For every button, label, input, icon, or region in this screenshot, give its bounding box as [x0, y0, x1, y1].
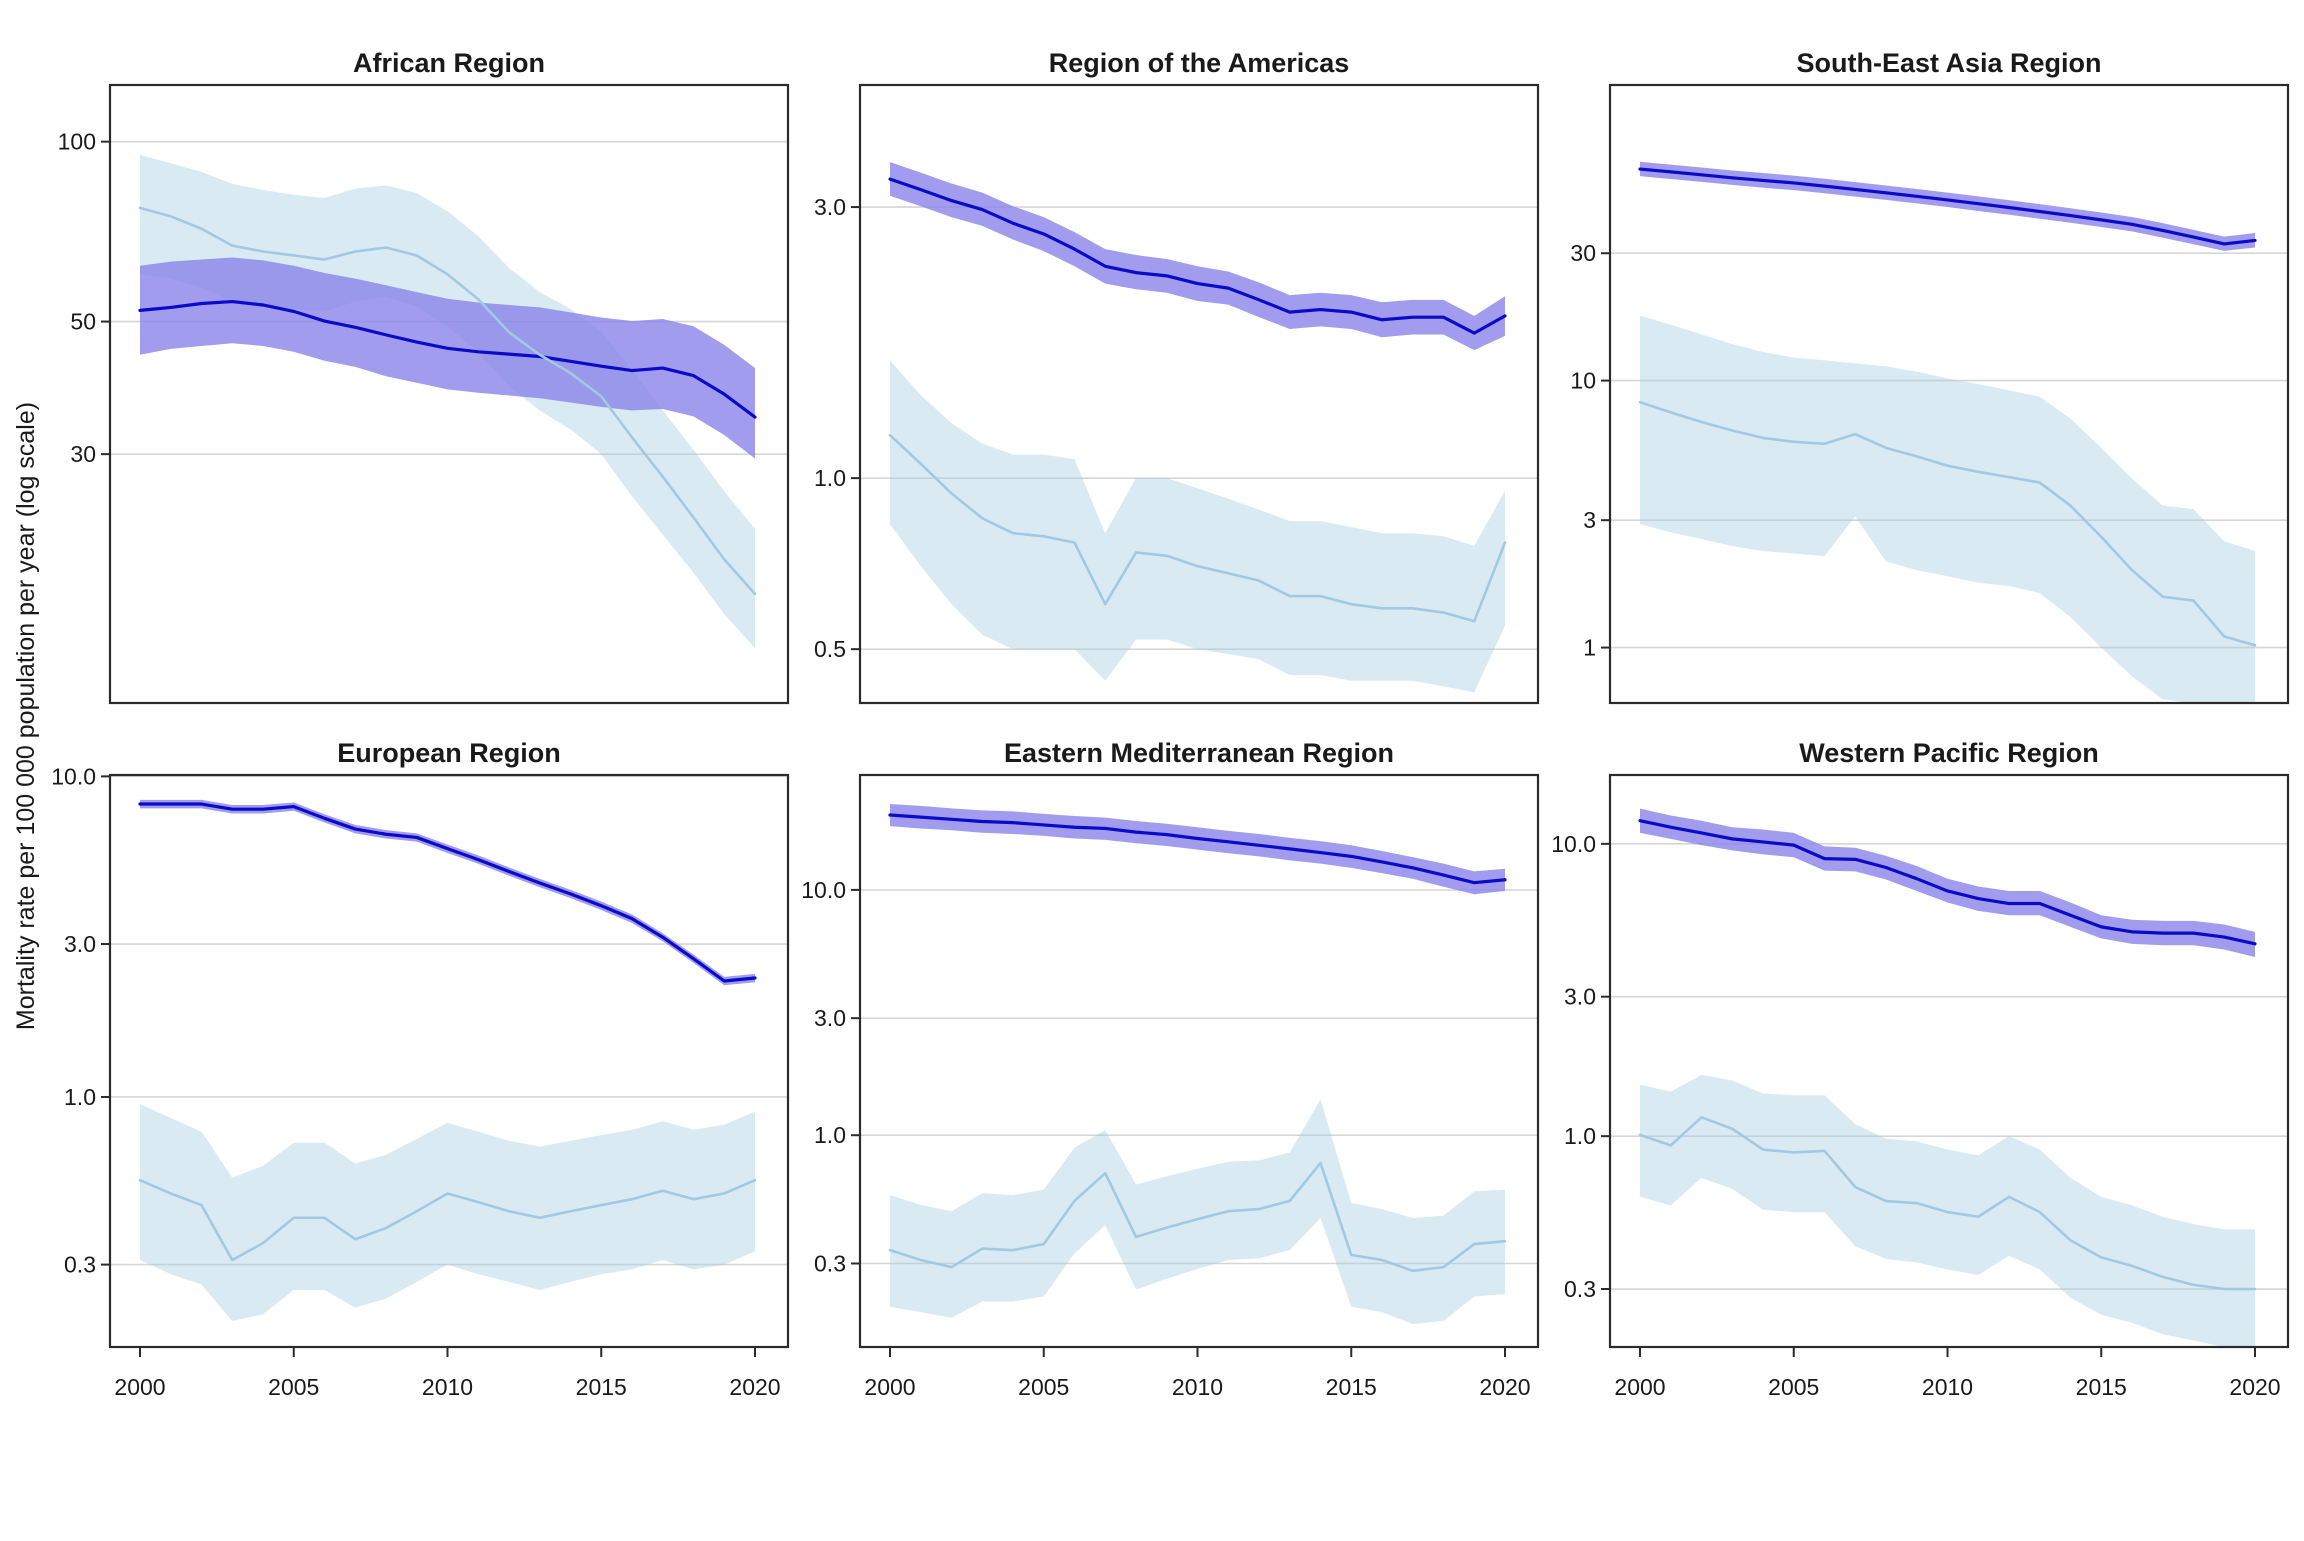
y-tick-label: 50 [70, 309, 96, 335]
x-tick-label: 2015 [1326, 1374, 1377, 1400]
panel-border [1608, 83, 2290, 705]
y-tick-label: 1.0 [64, 1084, 96, 1110]
light-confidence-band [140, 1104, 755, 1322]
dark-line [1638, 167, 2257, 246]
x-tick-label: 2000 [864, 1374, 915, 1400]
panel-title: Western Pacific Region [1799, 738, 2099, 768]
dark-line [888, 813, 1507, 885]
x-tick-label: 2005 [268, 1374, 319, 1400]
dark-line [138, 299, 757, 419]
y-tick-label: 1.0 [814, 1122, 846, 1148]
y-tick-label: 3.0 [64, 931, 96, 957]
panel-border [1608, 773, 2290, 1349]
light-confidence-band [890, 360, 1505, 693]
panel-african-region: African Region 100 50 30 [58, 48, 790, 705]
panel-western-pacific-region: Western Pacific Region 10.0 3.0 1.0 0.3 2000 2… [1551, 738, 2290, 1400]
panel-border [858, 773, 1540, 1349]
panel-region-of-the-americas: Region of the Americas 3.0 1.0 0.5 [814, 48, 1540, 705]
y-tick-label: 30 [70, 441, 96, 467]
panel-border [858, 83, 1540, 705]
panel-title: Eastern Mediterranean Region [1004, 738, 1394, 768]
panel-european-region: European Region 10.0 3.0 1.0 0.3 2000 2005 2010… [51, 738, 790, 1400]
dark-confidence-band [890, 803, 1505, 895]
x-tick-label: 2010 [1922, 1374, 1973, 1400]
panel-title: Region of the Americas [1049, 48, 1350, 78]
x-tick-label: 2000 [1614, 1374, 1665, 1400]
dark-line [1638, 819, 2257, 946]
dark-line [138, 802, 757, 983]
x-tick-label: 2020 [729, 1374, 780, 1400]
light-line [1638, 400, 2257, 647]
light-line [888, 433, 1507, 623]
panel-eastern-mediterranean-region: Eastern Mediterranean Region 10.0 3.0 1.0 0.… [801, 738, 1540, 1400]
x-tick-label: 2015 [576, 1374, 627, 1400]
x-tick-label: 2005 [1018, 1374, 1069, 1400]
y-tick-label: 3 [1583, 507, 1596, 533]
x-tick-label: 2020 [1479, 1374, 1530, 1400]
x-tick-label: 2015 [2076, 1374, 2127, 1400]
x-tick-label: 2000 [114, 1374, 165, 1400]
x-tick-label: 2005 [1768, 1374, 1819, 1400]
light-line [138, 1178, 757, 1262]
x-tick-label: 2010 [1172, 1374, 1223, 1400]
y-tick-label: 10.0 [801, 877, 846, 903]
y-tick-label: 0.3 [64, 1252, 96, 1278]
y-tick-label: 10 [1570, 368, 1596, 394]
panel-title: South-East Asia Region [1796, 48, 2101, 78]
dark-line [888, 177, 1507, 335]
y-tick-label: 3.0 [1564, 984, 1596, 1010]
light-confidence-band [890, 1099, 1505, 1325]
panel-title: African Region [353, 48, 545, 78]
x-tick-label: 2010 [422, 1374, 473, 1400]
y-tick-label: 0.3 [814, 1250, 846, 1276]
y-tick-label: 1.0 [814, 465, 846, 491]
y-axis-label: Mortality rate per 100 000 population pe… [12, 402, 40, 1030]
light-line [888, 1161, 1507, 1273]
panel-south-east-asia-region: South-East Asia Region 30 10 3 1 [1570, 48, 2290, 705]
panel-border [108, 773, 790, 1349]
x-tick-label: 2020 [2229, 1374, 2280, 1400]
y-tick-label: 10.0 [1551, 831, 1596, 857]
y-tick-label: 3.0 [814, 194, 846, 220]
dark-confidence-band [890, 162, 1505, 351]
y-tick-label: 0.5 [814, 636, 846, 662]
light-confidence-band [1640, 315, 2255, 703]
panel-title: European Region [337, 738, 561, 768]
y-tick-label: 1.0 [1564, 1123, 1596, 1149]
y-tick-label: 30 [1570, 240, 1596, 266]
y-tick-label: 10.0 [51, 763, 96, 789]
y-tick-label: 100 [58, 129, 96, 155]
y-tick-label: 0.3 [1564, 1276, 1596, 1302]
light-line [1638, 1116, 2257, 1291]
light-line [138, 206, 757, 596]
panel-border [108, 83, 790, 705]
dark-confidence-band [140, 257, 755, 459]
y-tick-label: 3.0 [814, 1005, 846, 1031]
y-tick-label: 1 [1583, 635, 1596, 661]
